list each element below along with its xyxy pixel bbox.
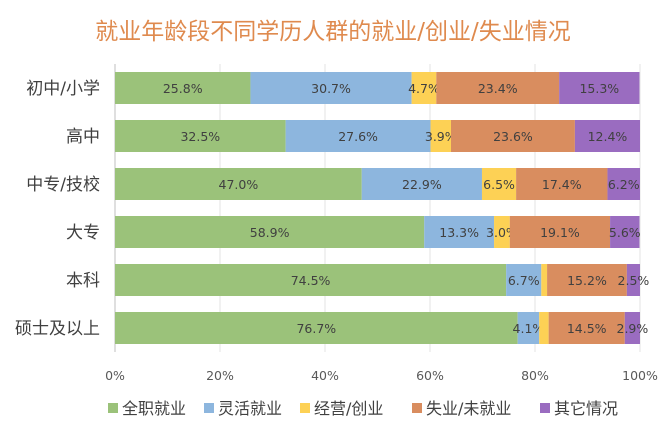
bar-segment [516, 168, 608, 200]
bar-segment [541, 264, 548, 296]
bar-segment [610, 216, 640, 248]
x-tick-label: 20% [206, 368, 234, 383]
legend-label: 其它情况 [554, 399, 618, 418]
bar-segment [509, 216, 611, 248]
data-label: 4.7% [408, 81, 440, 96]
data-label: 4.1% [513, 321, 545, 336]
bar-segment [115, 312, 518, 344]
bar-segment [626, 264, 640, 296]
bar-segment [411, 72, 437, 104]
category-label: 高中 [66, 127, 100, 147]
category-label: 本科 [66, 271, 100, 291]
data-label: 6.2% [608, 177, 640, 192]
data-label: 14.5% [567, 321, 607, 336]
data-label: 32.5% [180, 129, 220, 144]
chart-title: 就业年龄段不同学历人群的就业/创业/失业情况 [95, 19, 571, 45]
data-label: 2.9% [617, 321, 649, 336]
x-tick-label: 60% [416, 368, 444, 383]
bar-segment [115, 120, 286, 152]
bar-segment [285, 120, 431, 152]
category-label: 中专/技校 [26, 175, 100, 195]
bar-segment [361, 168, 482, 200]
bar-segment [494, 216, 510, 248]
x-tick-label: 80% [521, 368, 549, 383]
legend-label: 经营/创业 [314, 399, 383, 418]
bar-segment [548, 312, 625, 344]
x-tick-label: 0% [105, 368, 125, 383]
data-label: 23.6% [493, 129, 533, 144]
bar-segment [430, 120, 451, 152]
data-label: 3.9% [425, 129, 457, 144]
data-label: 12.4% [588, 129, 628, 144]
bar-segment [451, 120, 575, 152]
bar-segment [559, 72, 640, 104]
data-label: 25.8% [163, 81, 203, 96]
data-label: 6.7% [508, 273, 540, 288]
bar-segment [547, 264, 627, 296]
legend-label: 全职就业 [122, 399, 186, 418]
x-tick-label: 100% [622, 368, 658, 383]
legend-swatch [540, 403, 550, 413]
data-label: 15.2% [567, 273, 607, 288]
data-label: 17.4% [542, 177, 582, 192]
data-label: 30.7% [311, 81, 351, 96]
bar-segment [250, 72, 412, 104]
bar-segment [607, 168, 640, 200]
data-label: 13.3% [439, 225, 479, 240]
legend-swatch [204, 403, 214, 413]
legend-swatch [412, 403, 422, 413]
bar-segment [115, 264, 507, 296]
data-label: 19.1% [540, 225, 580, 240]
legend-swatch [300, 403, 310, 413]
bar-segment [624, 312, 640, 344]
data-label: 6.5% [483, 177, 515, 192]
bar-segment [539, 312, 549, 344]
bar-segment [115, 72, 251, 104]
legend-label: 灵活就业 [218, 399, 282, 418]
data-label: 23.4% [478, 81, 518, 96]
data-label: 27.6% [338, 129, 378, 144]
legend-label: 失业/未就业 [426, 399, 511, 418]
data-label: 76.7% [296, 321, 336, 336]
bar-segment [481, 168, 517, 200]
bar-segment [115, 168, 362, 200]
data-label: 74.5% [291, 273, 331, 288]
bar-segment [574, 120, 640, 152]
category-label: 大专 [66, 223, 100, 243]
bar-segment [115, 216, 425, 248]
x-tick-label: 40% [311, 368, 339, 383]
category-label: 硕士及以上 [15, 319, 100, 339]
data-label: 22.9% [402, 177, 442, 192]
data-label: 2.5% [618, 273, 650, 288]
category-label: 初中/小学 [26, 79, 100, 99]
legend-swatch [108, 403, 118, 413]
bar-segment [506, 264, 542, 296]
data-label: 5.6% [609, 225, 641, 240]
data-label: 15.3% [579, 81, 619, 96]
bar-segment [517, 312, 540, 344]
bar-segment [436, 72, 560, 104]
data-label: 58.9% [250, 225, 290, 240]
bar-segment [424, 216, 495, 248]
data-label: 47.0% [219, 177, 259, 192]
